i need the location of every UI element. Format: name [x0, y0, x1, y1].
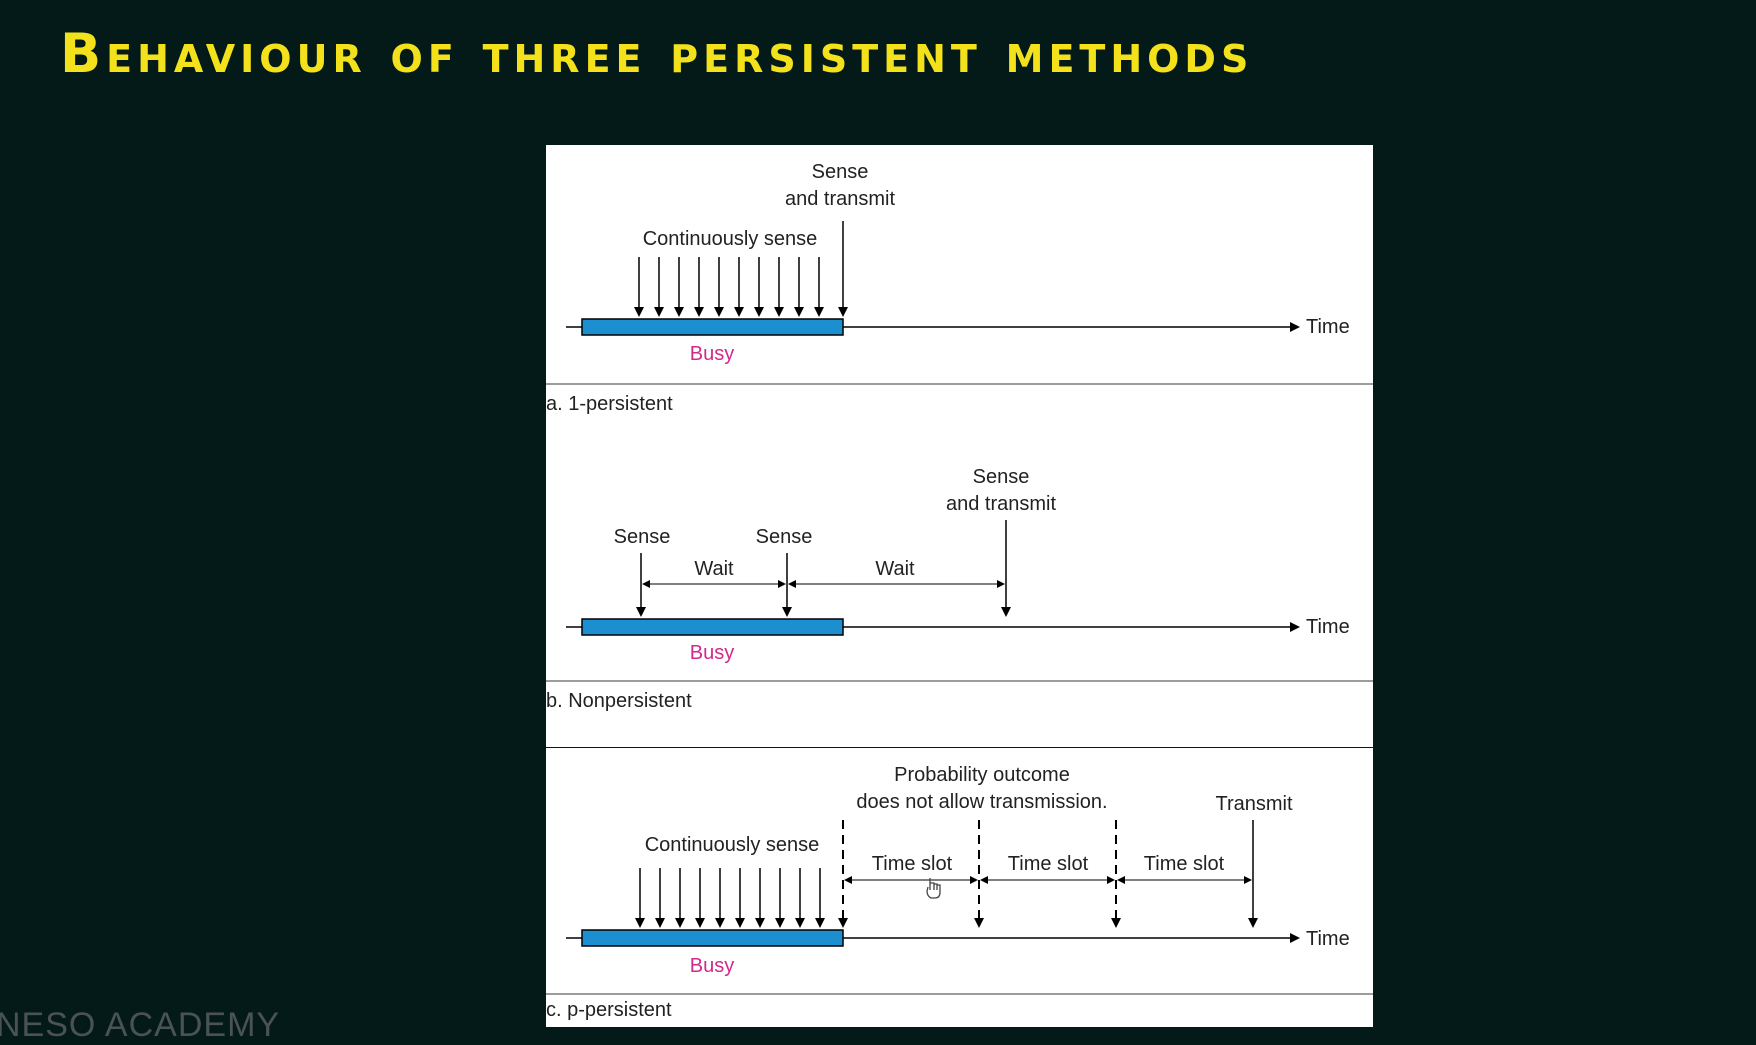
- diagram-nonpersistent: Sense Sense Wait Wait Sense and transmit…: [566, 466, 1350, 664]
- transmit-label: Transmit: [1215, 793, 1292, 815]
- caption-p-persistent: c. p-persistent: [546, 999, 672, 1021]
- panel-p-persistent: Probability outcome does not allow trans…: [546, 748, 1373, 1027]
- panel-nonpersistent: Sense Sense Wait Wait Sense and transmit…: [546, 450, 1373, 747]
- sense-label-3: Sense: [973, 466, 1030, 488]
- sense-arrows: [634, 257, 824, 317]
- caption-1-persistent: a. 1-persistent: [546, 393, 673, 415]
- slide-title: Behaviour of three persistent methods: [60, 22, 1254, 85]
- sense-label: Sense: [812, 161, 869, 183]
- caption-strip-b: b. Nonpersistent: [546, 680, 1373, 747]
- caption-strip-a: a. 1-persistent: [546, 383, 1373, 450]
- sense-label-2: Sense: [756, 526, 813, 548]
- time-slot-label-2: Time slot: [1008, 853, 1089, 875]
- sense-label-1: Sense: [614, 526, 671, 548]
- and-transmit-label: and transmit: [946, 493, 1056, 515]
- caption-nonpersistent: b. Nonpersistent: [546, 690, 692, 712]
- busy-bar: [581, 318, 844, 336]
- probability-label-line1: Probability outcome: [894, 764, 1070, 786]
- wait-label-2: Wait: [875, 558, 915, 580]
- caption-strip-c: c. p-persistent: [546, 993, 1373, 1027]
- time-label: Time: [1306, 316, 1350, 338]
- diagram-1-persistent: Sense and transmit Continuously sense Bu…: [566, 161, 1350, 365]
- time-label: Time: [1306, 616, 1350, 638]
- sense-arrows: [635, 868, 825, 928]
- hand-cursor-icon: [926, 878, 941, 899]
- busy-label: Busy: [690, 955, 734, 977]
- panel-1-persistent: Sense and transmit Continuously sense Bu…: [546, 145, 1373, 450]
- probability-label-line2: does not allow transmission.: [856, 791, 1107, 813]
- time-label: Time: [1306, 928, 1350, 950]
- time-slot-label-3: Time slot: [1144, 853, 1225, 875]
- watermark-text: NESO ACADEMY: [0, 1006, 281, 1044]
- continuous-sense-label: Continuously sense: [643, 228, 818, 250]
- busy-label: Busy: [690, 343, 734, 365]
- continuous-sense-label: Continuously sense: [645, 834, 820, 856]
- time-slot-label-1: Time slot: [872, 853, 953, 875]
- busy-label: Busy: [690, 642, 734, 664]
- busy-bar: [581, 929, 844, 947]
- wait-label-1: Wait: [694, 558, 734, 580]
- and-transmit-label: and transmit: [785, 188, 895, 210]
- busy-bar: [581, 618, 844, 636]
- diagram-p-persistent: Probability outcome does not allow trans…: [566, 764, 1350, 977]
